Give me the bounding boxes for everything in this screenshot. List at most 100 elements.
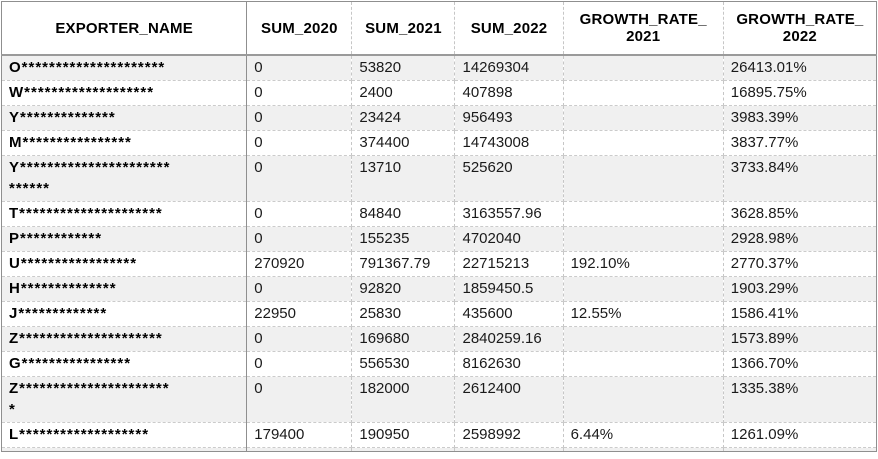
growth-rate-2022-cell[interactable]: 1366.70% <box>723 351 877 377</box>
sum-2020-cell[interactable]: 0 <box>246 326 353 352</box>
growth-rate-2021-cell[interactable] <box>563 80 724 106</box>
sum-2022-cell[interactable]: 1859450.5 <box>454 276 564 302</box>
sum-2021-cell[interactable]: 2400 <box>351 80 456 106</box>
sum-2022-cell[interactable]: 407898 <box>454 80 564 106</box>
growth-rate-2022-cell[interactable]: 16895.75% <box>723 80 877 106</box>
sum-2021-cell[interactable]: 53820 <box>351 55 456 81</box>
column-header-growth-rate-2021[interactable]: GROWTH_RATE_ 2021 <box>563 1 724 56</box>
column-header-growth-rate-2022[interactable]: GROWTH_RATE_ 2022 <box>723 1 877 56</box>
sum-2022-cell[interactable]: 8162630 <box>454 351 564 377</box>
exporter-name-cell[interactable]: Y************** <box>1 105 248 131</box>
sum-2021-cell[interactable]: 791367.79 <box>351 251 456 277</box>
growth-rate-2022-cell[interactable]: 3983.39% <box>723 105 877 131</box>
growth-rate-2022-cell[interactable]: 26413.01% <box>723 55 877 81</box>
growth-rate-2021-cell[interactable] <box>563 276 724 302</box>
sum-2022-cell[interactable]: 435600 <box>454 301 564 327</box>
growth-rate-2021-cell[interactable] <box>563 351 724 377</box>
sum-2020-cell[interactable]: 0 <box>246 376 353 423</box>
sum-2021-cell[interactable]: 23424 <box>351 105 456 131</box>
growth-rate-2021-cell[interactable] <box>563 326 724 352</box>
exporter-name-cell[interactable]: P************ <box>1 226 248 252</box>
growth-rate-2021-cell[interactable]: 192.10% <box>563 251 724 277</box>
exporter-name-cell[interactable]: Z********************** * <box>1 376 248 423</box>
sum-2020-cell[interactable]: 0 <box>246 155 353 202</box>
sum-2022-cell[interactable]: 14743008 <box>454 130 564 156</box>
sum-2022-cell[interactable]: 2612400 <box>454 376 564 423</box>
sum-2021-cell[interactable]: 155235 <box>351 226 456 252</box>
exporter-name-cell[interactable]: O********************* <box>1 55 248 81</box>
growth-rate-2021-cell[interactable] <box>563 226 724 252</box>
sum-2022-cell[interactable]: 525620 <box>454 155 564 202</box>
table-row: Y************** 0 23424 956493 3983.39% <box>1 105 877 131</box>
table-row: G**************** 0 556530 8162630 1366.… <box>1 351 877 377</box>
exporter-name-cell[interactable]: M**************** <box>1 130 248 156</box>
sum-2020-cell[interactable]: 0 <box>246 201 353 227</box>
exporter-name-cell[interactable]: Y********************** ****** <box>1 155 248 202</box>
growth-rate-2022-cell[interactable]: 1335.38% <box>723 376 877 423</box>
table-row: Z********************* 0 169680 2840259.… <box>1 326 877 352</box>
exporter-name-cell[interactable]: U***************** <box>1 251 248 277</box>
sum-2021-cell[interactable]: 92820 <box>351 276 456 302</box>
column-header-sum-2020[interactable]: SUM_2020 <box>246 1 353 56</box>
growth-rate-2022-cell[interactable]: 3628.85% <box>723 201 877 227</box>
sum-2022-cell[interactable]: 4702040 <box>454 226 564 252</box>
sum-2020-cell[interactable]: 0 <box>246 80 353 106</box>
growth-rate-2022-cell[interactable]: 1903.29% <box>723 276 877 302</box>
sum-2020-cell[interactable]: 22950 <box>246 301 353 327</box>
sum-2021-cell[interactable]: 374400 <box>351 130 456 156</box>
sum-2022-cell[interactable]: 14269304 <box>454 55 564 81</box>
exporter-name-cell[interactable]: G**************** <box>1 351 248 377</box>
sum-2020-cell[interactable]: 0 <box>246 105 353 131</box>
sum-2022-cell[interactable]: 2598992 <box>454 422 564 448</box>
sum-2021-cell[interactable]: 182000 <box>351 376 456 423</box>
partial-next-row <box>1 447 877 452</box>
partial-cell <box>454 447 564 452</box>
growth-rate-2022-cell[interactable]: 2770.37% <box>723 251 877 277</box>
sum-2022-cell[interactable]: 22715213 <box>454 251 564 277</box>
sum-2021-cell[interactable]: 190950 <box>351 422 456 448</box>
sum-2020-cell[interactable]: 0 <box>246 130 353 156</box>
growth-rate-2022-cell[interactable]: 1586.41% <box>723 301 877 327</box>
partial-cell <box>1 447 248 452</box>
growth-rate-2021-cell[interactable]: 6.44% <box>563 422 724 448</box>
growth-rate-2022-cell[interactable]: 1573.89% <box>723 326 877 352</box>
exporter-name-cell[interactable]: J************* <box>1 301 248 327</box>
exporter-name-cell[interactable]: W******************* <box>1 80 248 106</box>
growth-rate-2021-cell[interactable] <box>563 55 724 81</box>
growth-rate-2021-cell[interactable]: 12.55% <box>563 301 724 327</box>
sum-2022-cell[interactable]: 2840259.16 <box>454 326 564 352</box>
growth-rate-2022-cell[interactable]: 2928.98% <box>723 226 877 252</box>
growth-rate-2021-cell[interactable] <box>563 105 724 131</box>
sum-2020-cell[interactable]: 0 <box>246 55 353 81</box>
sum-2021-cell[interactable]: 25830 <box>351 301 456 327</box>
exporter-name-cell[interactable]: T********************* <box>1 201 248 227</box>
sum-2022-cell[interactable]: 3163557.96 <box>454 201 564 227</box>
exporter-name-cell[interactable]: L******************* <box>1 422 248 448</box>
sum-2020-cell[interactable]: 179400 <box>246 422 353 448</box>
table-row: O********************* 0 53820 14269304 … <box>1 55 877 81</box>
sum-2020-cell[interactable]: 270920 <box>246 251 353 277</box>
exporter-name-cell[interactable]: Z********************* <box>1 326 248 352</box>
growth-rate-2021-cell[interactable] <box>563 376 724 423</box>
growth-rate-2022-cell[interactable]: 3733.84% <box>723 155 877 202</box>
column-header-exporter-name[interactable]: EXPORTER_NAME <box>1 1 248 56</box>
sum-2020-cell[interactable]: 0 <box>246 351 353 377</box>
exporter-name-cell[interactable]: H************** <box>1 276 248 302</box>
sum-2020-cell[interactable]: 0 <box>246 276 353 302</box>
sum-2021-cell[interactable]: 169680 <box>351 326 456 352</box>
sum-2022-cell[interactable]: 956493 <box>454 105 564 131</box>
sum-2020-cell[interactable]: 0 <box>246 226 353 252</box>
growth-rate-2021-cell[interactable] <box>563 201 724 227</box>
sum-2021-cell[interactable]: 84840 <box>351 201 456 227</box>
growth-rate-2021-cell[interactable] <box>563 130 724 156</box>
growth-rate-2022-cell[interactable]: 1261.09% <box>723 422 877 448</box>
growth-rate-2021-cell[interactable] <box>563 155 724 202</box>
sum-2021-cell[interactable]: 556530 <box>351 351 456 377</box>
sum-2021-cell[interactable]: 13710 <box>351 155 456 202</box>
growth-rate-2022-cell[interactable]: 3837.77% <box>723 130 877 156</box>
column-header-sum-2022[interactable]: SUM_2022 <box>454 1 564 56</box>
table-row: Y********************** ****** 0 13710 5… <box>1 155 877 202</box>
column-header-sum-2021[interactable]: SUM_2021 <box>351 1 456 56</box>
